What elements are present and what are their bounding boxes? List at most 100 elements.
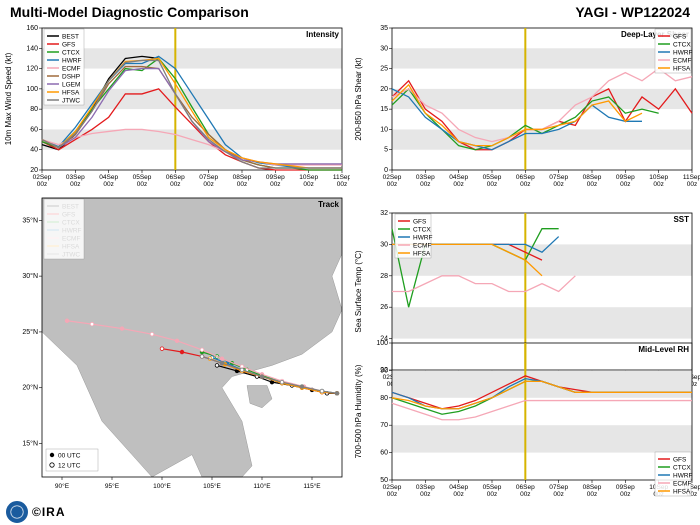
svg-text:25°N: 25°N <box>22 328 38 336</box>
svg-text:JTWC: JTWC <box>62 98 80 105</box>
svg-text:HWRF: HWRF <box>673 50 693 57</box>
svg-text:5: 5 <box>384 147 388 154</box>
svg-text:10Sep: 10Sep <box>649 174 668 181</box>
svg-text:00z: 00z <box>103 181 113 188</box>
svg-text:08Sep: 08Sep <box>233 174 252 181</box>
svg-text:04Sep: 04Sep <box>449 484 468 491</box>
svg-text:00z: 00z <box>170 181 180 188</box>
svg-text:09Sep: 09Sep <box>266 174 285 181</box>
svg-text:GFS: GFS <box>62 42 76 49</box>
svg-text:100: 100 <box>26 86 38 93</box>
svg-text:HFSA: HFSA <box>673 489 691 496</box>
svg-text:00z: 00z <box>270 181 280 188</box>
svg-text:00z: 00z <box>37 181 47 188</box>
svg-text:03Sep: 03Sep <box>416 484 435 491</box>
svg-text:50: 50 <box>380 477 388 484</box>
svg-text:140: 140 <box>26 45 38 52</box>
svg-text:07Sep: 07Sep <box>199 174 218 181</box>
svg-text:00z: 00z <box>387 181 397 188</box>
svg-text:SST: SST <box>673 215 689 224</box>
svg-text:00z: 00z <box>520 491 530 498</box>
cira-logo: ©IRA <box>32 505 66 519</box>
svg-text:10m Max Wind Speed (kt): 10m Max Wind Speed (kt) <box>4 52 13 145</box>
svg-text:Sea Surface Temp (°C): Sea Surface Temp (°C) <box>354 250 363 333</box>
svg-text:00z: 00z <box>487 491 497 498</box>
footer-logos: ©IRA <box>6 501 66 523</box>
svg-text:110°E: 110°E <box>253 482 271 490</box>
svg-text:00z: 00z <box>453 181 463 188</box>
svg-text:05Sep: 05Sep <box>483 174 502 181</box>
svg-text:00z: 00z <box>520 181 530 188</box>
svg-text:32: 32 <box>380 210 388 217</box>
svg-text:00z: 00z <box>553 491 563 498</box>
svg-text:GFS: GFS <box>413 219 427 226</box>
svg-text:00z: 00z <box>420 181 430 188</box>
svg-text:04Sep: 04Sep <box>449 174 468 181</box>
svg-text:CTCX: CTCX <box>62 50 80 57</box>
svg-text:HWRF: HWRF <box>413 235 433 242</box>
svg-text:CTCX: CTCX <box>673 465 691 472</box>
svg-text:70: 70 <box>380 422 388 429</box>
svg-text:12 UTC: 12 UTC <box>58 463 81 470</box>
svg-text:95°E: 95°E <box>105 482 120 490</box>
svg-text:40: 40 <box>30 147 38 154</box>
svg-text:DSHP: DSHP <box>62 74 80 81</box>
svg-text:00z: 00z <box>420 491 430 498</box>
svg-text:CTCX: CTCX <box>673 42 691 49</box>
svg-text:00z: 00z <box>553 181 563 188</box>
svg-text:160: 160 <box>26 25 38 32</box>
svg-text:100°E: 100°E <box>153 482 171 490</box>
svg-text:80: 80 <box>30 106 38 113</box>
svg-text:03Sep: 03Sep <box>416 174 435 181</box>
svg-text:ECMF: ECMF <box>62 66 80 73</box>
svg-text:00z: 00z <box>620 181 630 188</box>
svg-text:Track: Track <box>318 200 339 209</box>
svg-text:100: 100 <box>376 340 388 347</box>
svg-text:20: 20 <box>380 86 388 93</box>
svg-text:115°E: 115°E <box>303 482 321 490</box>
svg-text:00z: 00z <box>303 181 313 188</box>
svg-text:ECMF: ECMF <box>413 243 431 250</box>
svg-text:HFSA: HFSA <box>413 251 431 258</box>
svg-text:07Sep: 07Sep <box>549 174 568 181</box>
svg-text:09Sep: 09Sep <box>616 174 635 181</box>
svg-text:07Sep: 07Sep <box>549 484 568 491</box>
svg-text:HWRF: HWRF <box>673 473 693 480</box>
svg-text:120: 120 <box>26 66 38 73</box>
svg-text:26: 26 <box>380 304 388 311</box>
svg-text:35: 35 <box>380 25 388 32</box>
svg-text:08Sep: 08Sep <box>583 484 602 491</box>
svg-text:10: 10 <box>380 126 388 133</box>
rh-panel: 506070809010002Sep00z03Sep00z04Sep00z05S… <box>350 337 700 502</box>
svg-text:LGEM: LGEM <box>62 82 80 89</box>
svg-text:25: 25 <box>380 66 388 73</box>
svg-text:60: 60 <box>380 450 388 457</box>
svg-text:00z: 00z <box>453 491 463 498</box>
storm-id: YAGI - WP122024 <box>575 4 690 20</box>
svg-text:00z: 00z <box>337 181 347 188</box>
svg-text:00z: 00z <box>687 181 697 188</box>
intensity-panel: 2040608010012014016002Sep00z03Sep00z04Se… <box>0 22 350 192</box>
svg-text:28: 28 <box>380 273 388 280</box>
svg-text:10Sep: 10Sep <box>299 174 318 181</box>
svg-text:BEST: BEST <box>62 34 79 41</box>
svg-text:80: 80 <box>380 395 388 402</box>
svg-text:00z: 00z <box>387 491 397 498</box>
svg-text:00 UTC: 00 UTC <box>58 453 81 460</box>
svg-text:Mid-Level RH: Mid-Level RH <box>638 345 689 354</box>
svg-text:30: 30 <box>380 241 388 248</box>
svg-text:09Sep: 09Sep <box>616 484 635 491</box>
svg-text:ECMF: ECMF <box>673 58 691 65</box>
svg-text:90: 90 <box>380 367 388 374</box>
svg-text:CTCX: CTCX <box>413 227 431 234</box>
svg-text:00z: 00z <box>70 181 80 188</box>
svg-text:15: 15 <box>380 106 388 113</box>
svg-text:0: 0 <box>384 167 388 174</box>
svg-text:00z: 00z <box>587 181 597 188</box>
svg-text:02Sep: 02Sep <box>383 174 402 181</box>
svg-text:00z: 00z <box>487 181 497 188</box>
svg-text:700-500 hPa Humidity (%): 700-500 hPa Humidity (%) <box>354 364 363 458</box>
svg-text:GFS: GFS <box>673 457 687 464</box>
svg-text:30°N: 30°N <box>22 272 38 280</box>
noaa-logo <box>6 501 28 523</box>
